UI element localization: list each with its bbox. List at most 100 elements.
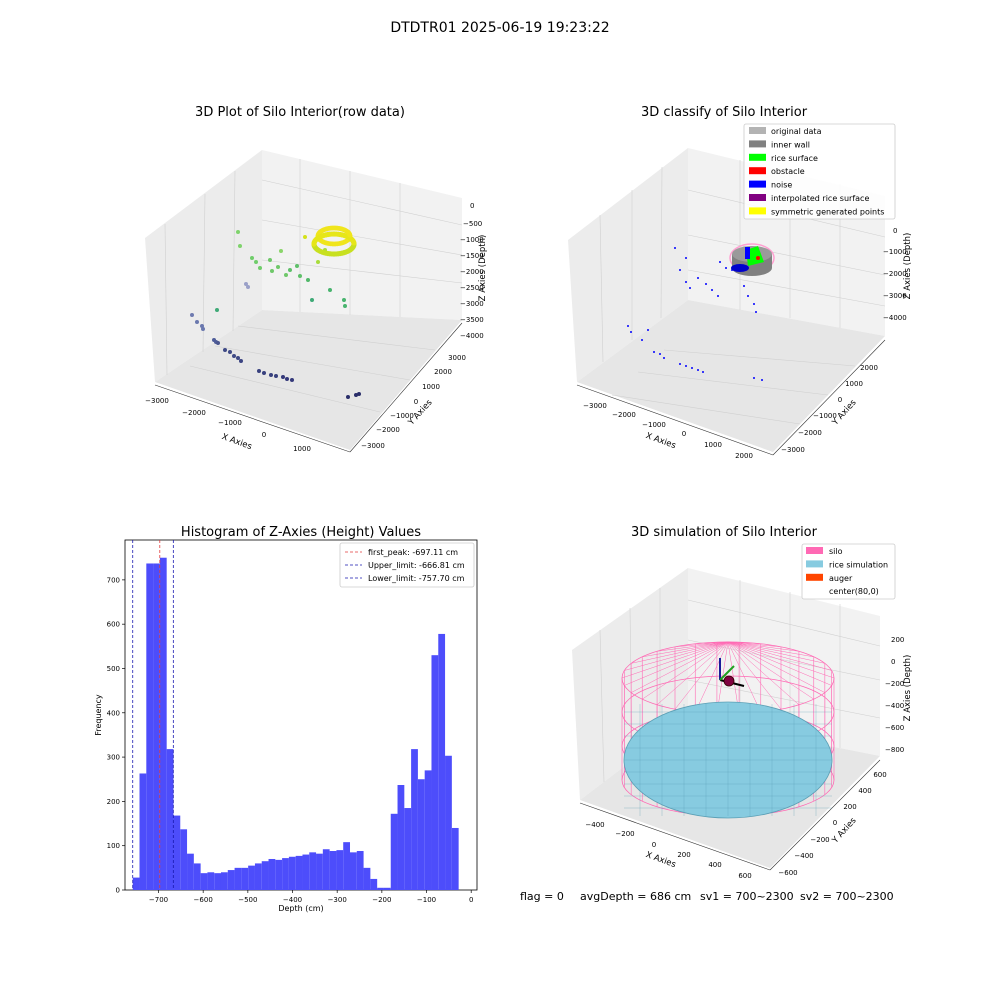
panel-raw-data: 3D Plot of Silo Interior(row data) −3000… <box>145 105 488 453</box>
histogram-bar <box>288 856 296 890</box>
noise-point <box>753 377 755 379</box>
histogram-bar <box>329 851 337 890</box>
obstacle-point <box>756 256 760 260</box>
histogram-bar <box>363 867 371 890</box>
silo-roof-line <box>695 641 729 713</box>
x-axis-label: X Axies <box>644 850 677 870</box>
pane-left <box>145 150 262 382</box>
noise-point <box>659 353 661 355</box>
noise-point <box>717 295 719 297</box>
y-tick-label: 0 <box>116 887 120 895</box>
x-tick: −2000 <box>612 411 636 419</box>
scatter-point <box>285 377 289 381</box>
x-ticks: −700 −600 −500 −400 −300 −200 −100 0 <box>149 890 473 904</box>
histogram-bar <box>227 870 235 890</box>
pane-floor <box>577 300 885 452</box>
silo-roof-line <box>727 641 800 705</box>
x-tick: −200 <box>615 830 634 838</box>
x-tick: 0 <box>682 430 686 438</box>
scatter-point <box>250 256 254 260</box>
histogram-bar <box>193 863 201 890</box>
silo-roof-line <box>624 641 729 686</box>
y-tick: 1000 <box>845 380 863 388</box>
x-tick: 0 <box>652 841 656 849</box>
z-tick: −800 <box>885 746 904 754</box>
y-tick: −2000 <box>376 426 400 434</box>
y-tick: 0 <box>833 819 837 827</box>
z-axis-label: Z Axies (Depth) <box>903 655 913 722</box>
scatter-point <box>316 260 320 264</box>
legend-swatch <box>749 180 766 188</box>
grid-lines <box>164 159 463 413</box>
y-tick: 600 <box>873 771 886 779</box>
silo-roof-line <box>727 641 832 671</box>
histogram-bar <box>207 872 215 890</box>
x-tick: 600 <box>738 872 751 880</box>
noise-point <box>685 365 687 367</box>
scatter-point <box>257 369 261 373</box>
y-tick: 400 <box>858 787 871 795</box>
y-tick: −3000 <box>361 442 385 450</box>
histogram-bar <box>322 849 330 890</box>
x-tick: 1000 <box>704 441 722 449</box>
noise-cluster <box>731 264 749 272</box>
x-tick-label: 0 <box>469 896 473 904</box>
x-tick-label: −600 <box>194 896 213 904</box>
y-tick: −3000 <box>781 446 805 454</box>
legend-label: center(80,0) <box>829 587 879 596</box>
panel3-title: Histogram of Z-Axies (Height) Values <box>181 525 421 540</box>
rice-simulation-surface <box>623 701 833 819</box>
y-tick: 0 <box>838 396 842 404</box>
silo-roof-line <box>657 641 729 652</box>
noise-point <box>755 311 757 313</box>
noise-point <box>691 367 693 369</box>
panel-simulation: 3D simulation of Silo Interior −400 −200… <box>572 525 913 880</box>
z-tick: 200 <box>891 636 904 644</box>
noise-point <box>679 269 681 271</box>
silo-roof-line <box>727 641 825 693</box>
silo-roof-line <box>727 641 814 658</box>
panel4-title: 3D simulation of Silo Interior <box>631 525 818 540</box>
legend-label: rice simulation <box>829 560 888 569</box>
histogram-bar <box>411 749 418 890</box>
noise-point <box>685 257 687 259</box>
histogram-bar <box>356 851 364 890</box>
x-tick: −2000 <box>182 409 206 417</box>
histogram-bar <box>275 859 283 890</box>
noise-point <box>630 331 632 333</box>
z-tick: −2000 <box>883 270 907 278</box>
x-tick: 0 <box>262 431 266 439</box>
panel2-title: 3D classify of Silo Interior <box>641 105 808 120</box>
silo-roof-line <box>727 641 825 664</box>
y-tick: 1000 <box>422 383 440 391</box>
scatter-point <box>276 265 280 269</box>
x-tick: 400 <box>708 861 721 869</box>
legend-swatch <box>749 207 766 215</box>
noise-point <box>697 277 699 279</box>
legend-swatch <box>749 194 766 201</box>
scatter-point <box>258 266 262 270</box>
pane-left <box>572 568 688 800</box>
scatter-point <box>279 249 283 253</box>
histogram-bar <box>180 829 188 890</box>
silo-roof-line <box>642 641 729 700</box>
histogram-bar <box>153 563 160 890</box>
noise-point <box>697 369 699 371</box>
scatter-point <box>244 282 248 286</box>
noise-point <box>702 371 704 373</box>
auger <box>719 658 745 687</box>
histogram-bar <box>200 873 208 890</box>
y-tick: 2000 <box>860 364 878 372</box>
x-tick: 200 <box>677 851 690 859</box>
scatter-point <box>328 288 332 292</box>
y-tick: 3000 <box>448 354 466 362</box>
figure-title: DTDTR01 2025-06-19 19:23:22 <box>390 20 609 36</box>
scatter-point <box>228 350 232 354</box>
z-tick: −200 <box>885 680 904 688</box>
y-tick: −1000 <box>813 412 837 420</box>
histogram-bar <box>343 842 351 890</box>
auger-marker <box>723 675 735 687</box>
noise-point <box>653 351 655 353</box>
z-tick: −4000 <box>460 332 484 340</box>
